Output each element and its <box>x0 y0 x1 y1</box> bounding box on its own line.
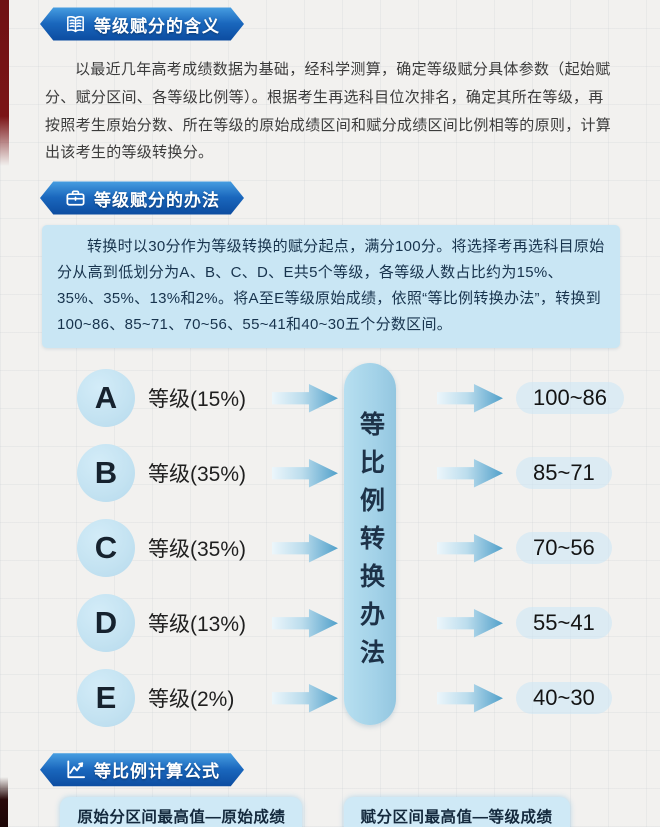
right-arrow-icon <box>272 608 338 638</box>
right-arrow-icon <box>272 383 338 413</box>
grade-circle: A <box>77 369 135 428</box>
score-range: 55~41 <box>516 607 612 640</box>
grade-row-a: A 等级(15%) 100~86 <box>0 361 660 436</box>
score-range: 100~86 <box>516 382 625 415</box>
section-title-formula: 等比例计算公式 <box>94 762 220 782</box>
grade-circle: C <box>77 519 135 578</box>
grade-row-d: D 等级(13%) 55~41 <box>0 586 660 661</box>
section-badge-formula: 等比例计算公式 <box>40 753 244 787</box>
grade-percent-label: 等级(35%) <box>148 463 247 487</box>
right-arrow-icon <box>437 533 503 563</box>
grade-letter: A <box>94 380 118 416</box>
left-dark-stripe-bottom <box>0 777 8 827</box>
grade-percent-label: 等级(15%) <box>148 388 247 412</box>
grade-letter: E <box>95 680 117 716</box>
score-range: 40~30 <box>516 682 612 715</box>
right-arrow-icon <box>272 683 338 713</box>
right-arrow-icon <box>437 383 503 413</box>
score-range: 85~71 <box>516 457 612 490</box>
right-arrow-icon <box>272 533 338 563</box>
left-red-stripe-top <box>0 0 9 166</box>
conversion-diagram: 等比例转换办法 A 等级(15%) 100~86 B 等级(35%) 85~71… <box>0 361 660 739</box>
line-chart-icon <box>67 760 86 779</box>
right-arrow-icon <box>272 458 338 488</box>
grade-circle: B <box>77 444 135 503</box>
briefcase-icon <box>66 189 85 206</box>
grade-letter: B <box>94 455 118 491</box>
grade-letter: C <box>94 530 118 566</box>
score-range: 70~56 <box>516 532 612 565</box>
proportion-formula: 原始分区间最高值—原始成绩 原始成绩—原始分区间最低值 = 赋分区间最高值—等级… <box>0 796 660 827</box>
grade-circle: D <box>77 594 135 653</box>
book-icon <box>67 15 84 32</box>
grade-row-b: B 等级(35%) 85~71 <box>0 436 660 511</box>
grade-row-c: C 等级(35%) 70~56 <box>0 511 660 586</box>
section-title-meaning: 等级赋分的含义 <box>94 16 220 36</box>
section-title-method: 等级赋分的办法 <box>94 190 220 210</box>
fraction-left-numerator: 原始分区间最高值—原始成绩 <box>73 803 289 827</box>
grade-circle: E <box>77 669 135 728</box>
method-info-box: 转换时以30分作为等级转换的赋分起点，满分100分。将选择考再选科目原始分从高到… <box>42 225 620 348</box>
right-arrow-icon <box>437 458 503 488</box>
fraction-right: 赋分区间最高值—等级成绩 等级成绩—赋分区间最低值 <box>343 796 570 827</box>
center-method-pill: 等比例转换办法 <box>344 362 396 725</box>
grade-percent-label: 等级(2%) <box>148 688 235 712</box>
grade-percent-label: 等级(35%) <box>148 538 247 562</box>
equals-sign: = <box>317 822 328 827</box>
fraction-right-numerator: 赋分区间最高值—等级成绩 <box>357 803 557 827</box>
section-badge-meaning: 等级赋分的含义 <box>40 7 244 41</box>
grade-percent-label: 等级(13%) <box>148 613 247 637</box>
grade-letter: D <box>94 605 118 641</box>
right-arrow-icon <box>437 683 503 713</box>
grade-row-e: E 等级(2%) 40~30 <box>0 661 660 736</box>
fraction-left: 原始分区间最高值—原始成绩 原始成绩—原始分区间最低值 <box>60 796 303 827</box>
section-badge-method: 等级赋分的办法 <box>40 181 244 215</box>
right-arrow-icon <box>437 608 503 638</box>
center-method-label: 等比例转换办法 <box>356 410 385 677</box>
meaning-paragraph: 以最近几年高考成绩数据为基础，经科学测算，确定等级赋分具体参数（起始赋分、赋分区… <box>45 61 612 162</box>
